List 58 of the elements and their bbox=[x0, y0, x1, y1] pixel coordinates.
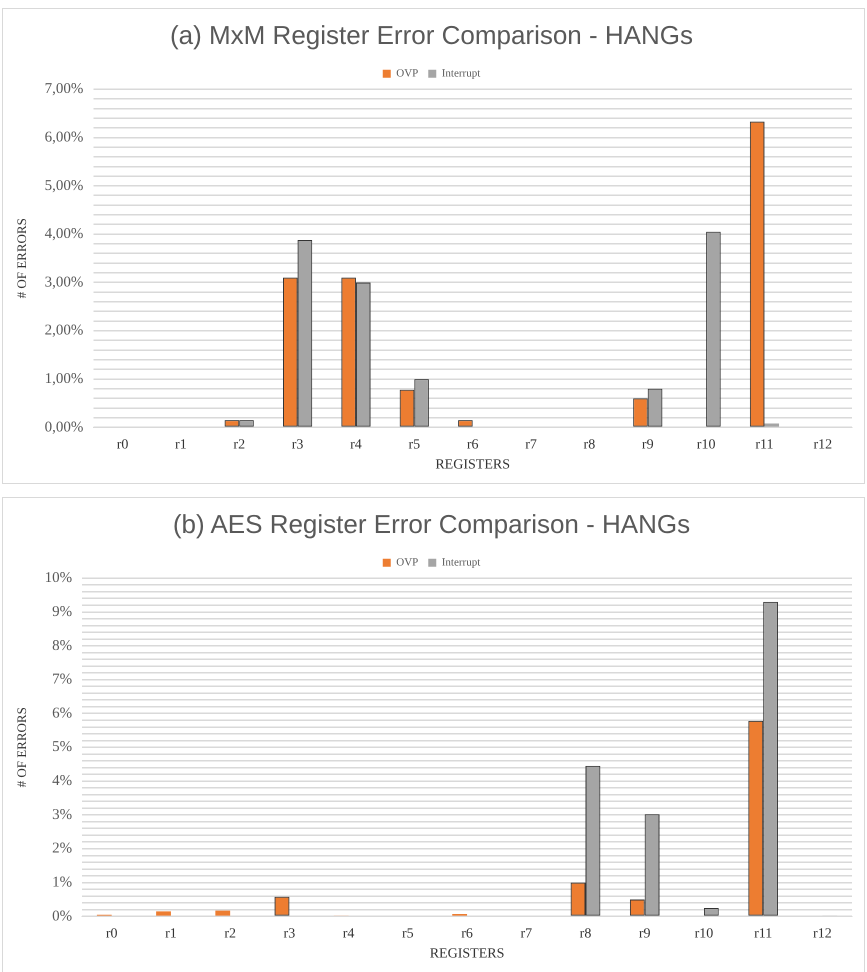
x-tick-label: r6 bbox=[461, 926, 473, 942]
chart-title: (a) MxM Register Error Comparison - HANGs bbox=[170, 20, 693, 50]
x-tick-label: r2 bbox=[224, 926, 236, 942]
y-axis-title: # OF ERRORS bbox=[14, 218, 30, 298]
y-tick-label: 8% bbox=[52, 638, 72, 654]
x-tick-label: r11 bbox=[755, 437, 774, 452]
bar bbox=[215, 910, 230, 916]
x-tick-label: r9 bbox=[638, 926, 651, 942]
x-tick-label: r11 bbox=[754, 926, 772, 942]
x-tick-label: r5 bbox=[402, 926, 414, 942]
y-tick-label: 7,00% bbox=[44, 81, 84, 98]
x-tick-label: r7 bbox=[525, 437, 537, 452]
y-tick-label: 1,00% bbox=[44, 371, 84, 388]
x-tick-label: r4 bbox=[342, 926, 354, 942]
bar bbox=[156, 911, 171, 916]
x-tick-label: r6 bbox=[466, 437, 479, 452]
bar bbox=[764, 424, 780, 427]
x-tick-label: r0 bbox=[106, 926, 118, 942]
x-tick-label: r10 bbox=[694, 926, 714, 942]
legend-label: OVP bbox=[396, 68, 418, 80]
x-tick-label: r3 bbox=[292, 437, 304, 452]
y-tick-label: 6,00% bbox=[44, 129, 84, 146]
chart-title: (b) AES Register Error Comparison - HANGs bbox=[172, 508, 690, 539]
y-tick-label: 2% bbox=[52, 840, 72, 857]
x-tick-label: r1 bbox=[175, 437, 187, 452]
y-tick-label: 9% bbox=[52, 604, 72, 620]
x-axis-title: REGISTERS bbox=[430, 946, 504, 962]
legend-label: Interrupt bbox=[442, 556, 480, 569]
y-tick-label: 4% bbox=[52, 773, 72, 790]
x-tick-label: r9 bbox=[642, 437, 654, 452]
x-tick-label: r5 bbox=[408, 437, 420, 452]
x-tick-label: r8 bbox=[584, 437, 596, 452]
y-tick-label: 0% bbox=[52, 908, 72, 924]
x-tick-label: r0 bbox=[116, 437, 128, 452]
y-tick-label: 5,00% bbox=[44, 178, 84, 194]
x-tick-label: r3 bbox=[284, 926, 296, 942]
x-tick-label: r10 bbox=[696, 437, 716, 452]
legend-label: OVP bbox=[396, 556, 418, 569]
x-tick-label: r2 bbox=[233, 437, 246, 452]
x-tick-label: r12 bbox=[813, 437, 832, 452]
y-tick-label: 4,00% bbox=[44, 226, 84, 242]
y-axis-title: # OF ERRORS bbox=[14, 707, 30, 788]
x-tick-label: r12 bbox=[813, 926, 832, 942]
x-tick-label: r1 bbox=[165, 926, 177, 942]
x-tick-label: r4 bbox=[350, 437, 362, 452]
y-tick-label: 5% bbox=[52, 739, 72, 756]
legend-label: Interrupt bbox=[442, 68, 480, 80]
y-tick-label: 3% bbox=[52, 806, 72, 823]
x-axis-title: REGISTERS bbox=[435, 457, 510, 472]
y-tick-label: 10% bbox=[44, 570, 72, 586]
y-tick-label: 2,00% bbox=[44, 322, 84, 339]
y-tick-label: 1% bbox=[52, 874, 72, 891]
y-tick-label: 7% bbox=[52, 672, 72, 688]
x-tick-label: r7 bbox=[520, 926, 532, 942]
y-tick-label: 3,00% bbox=[44, 274, 84, 290]
x-tick-label: r8 bbox=[580, 926, 592, 942]
y-tick-label: 6% bbox=[52, 705, 72, 722]
y-tick-label: 0,00% bbox=[44, 419, 84, 436]
